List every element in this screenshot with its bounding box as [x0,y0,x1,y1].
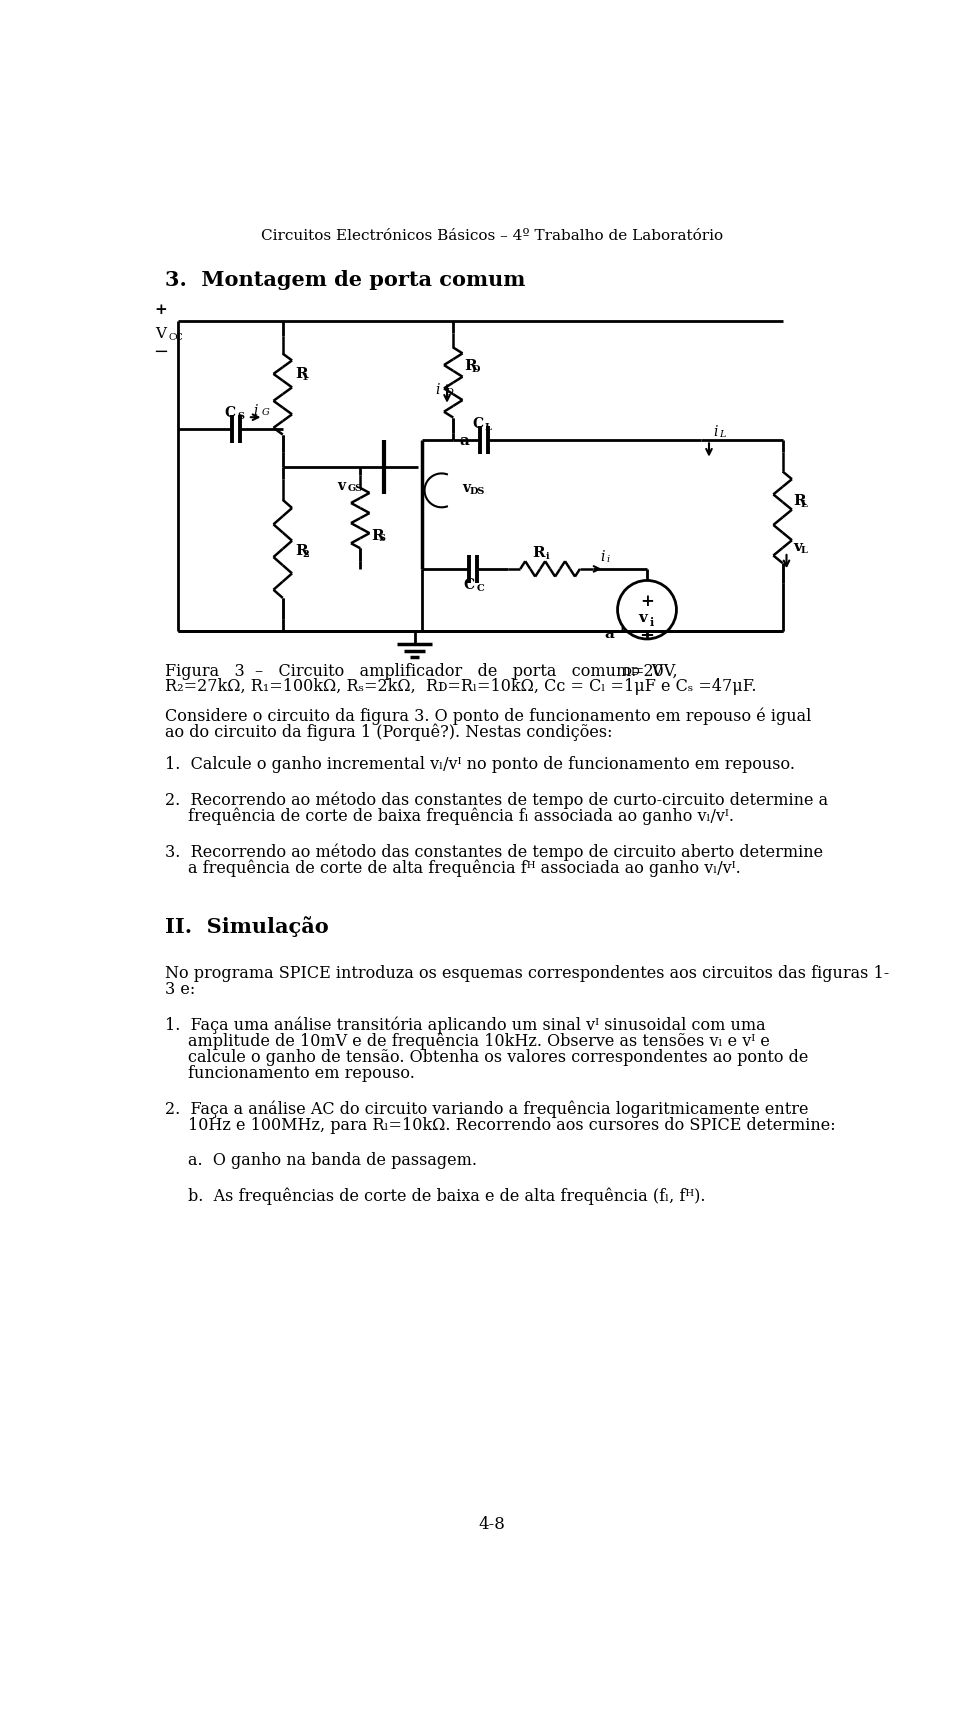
Text: v: v [794,540,803,554]
Text: C: C [225,405,235,419]
Text: Circuitos Electrónicos Básicos – 4º Trabalho de Laboratório: Circuitos Electrónicos Básicos – 4º Trab… [261,228,723,243]
Text: i: i [650,616,655,628]
Text: CC: CC [168,333,182,342]
Text: GS: GS [348,485,363,493]
Text: 2: 2 [302,550,309,559]
Text: 3 e:: 3 e: [165,982,195,997]
Text: D: D [444,388,452,397]
Text: L: L [485,423,492,433]
Text: S: S [237,412,244,421]
Text: a: a [460,435,469,448]
Text: v: v [638,611,648,624]
Text: C: C [476,583,484,592]
Text: frequência de corte de baixa frequência fₗ associada ao ganho vₗ/vᴵ.: frequência de corte de baixa frequência … [188,807,734,825]
Text: v: v [337,480,345,493]
Text: R: R [532,545,545,561]
Text: R: R [794,493,806,509]
Text: Figura   3  –   Circuito   amplificador   de   porta   comum.   V: Figura 3 – Circuito amplificador de port… [165,662,663,680]
Text: R: R [295,545,308,559]
Text: R: R [295,367,308,381]
Text: II.  Simulação: II. Simulação [165,916,328,937]
Text: amplitude de 10mV e de frequência 10kHz. Observe as tensões vₗ e vᴵ e: amplitude de 10mV e de frequência 10kHz.… [188,1033,770,1051]
Text: DS: DS [469,486,485,495]
Text: calcule o ganho de tensão. Obtenha os valores correspondentes ao ponto de: calcule o ganho de tensão. Obtenha os va… [188,1049,808,1066]
Text: R₂=27kΩ, R₁=100kΩ, Rₛ=2kΩ,  Rᴅ=Rₗ=10kΩ, Cᴄ = Cₗ =1μF e Cₛ =47μF.: R₂=27kΩ, R₁=100kΩ, Rₛ=2kΩ, Rᴅ=Rₗ=10kΩ, C… [165,678,756,695]
Text: Considere o circuito da figura 3. O ponto de funcionamento em repouso é igual: Considere o circuito da figura 3. O pont… [165,707,811,724]
Text: +: + [155,304,167,317]
Text: 1: 1 [302,373,309,381]
Text: b.  As frequências de corte de baixa e de alta frequência (fₗ, fᴴ).: b. As frequências de corte de baixa e de… [188,1189,706,1206]
Text: 1.  Calcule o ganho incremental vₗ/vᴵ no ponto de funcionamento em repouso.: 1. Calcule o ganho incremental vₗ/vᴵ no … [165,756,795,773]
Text: funcionamento em repouso.: funcionamento em repouso. [188,1064,415,1082]
Text: i: i [601,550,605,564]
Text: C: C [463,578,474,592]
Text: L: L [719,430,726,440]
Text: −: − [154,343,169,361]
Text: 1.  Faça uma análise transitória aplicando um sinal vᴵ sinusoidal com uma: 1. Faça uma análise transitória aplicand… [165,1016,765,1033]
Text: 10Hz e 100MHz, para Rₗ=10kΩ. Recorrendo aos cursores do SPICE determine:: 10Hz e 100MHz, para Rₗ=10kΩ. Recorrendo … [188,1116,836,1133]
Text: L: L [801,500,807,509]
Text: i: i [436,383,440,397]
Text: 4-8: 4-8 [479,1516,505,1534]
Text: −: − [639,626,655,645]
Text: D: D [471,366,479,374]
Text: R: R [372,530,384,543]
Text: =20V,: =20V, [631,662,679,680]
Text: DD: DD [622,666,640,676]
Text: 3.  Montagem de porta comum: 3. Montagem de porta comum [165,271,525,290]
Text: i: i [545,552,549,561]
Text: a.  O ganho na banda de passagem.: a. O ganho na banda de passagem. [188,1152,477,1170]
Text: +: + [640,593,654,609]
Text: i: i [713,424,717,438]
Text: No programa SPICE introduza os esquemas correspondentes aos circuitos das figura: No programa SPICE introduza os esquemas … [165,964,889,982]
Text: R: R [464,359,477,373]
Text: ao do circuito da figura 1 (Porquê?). Nestas condições:: ao do circuito da figura 1 (Porquê?). Ne… [165,724,612,742]
Text: S: S [378,535,385,543]
Text: i: i [253,404,258,417]
Text: G: G [262,409,270,417]
Text: C: C [472,417,484,431]
Text: L: L [801,545,807,555]
Text: 2.  Faça a análise AC do circuito variando a frequência logaritmicamente entre: 2. Faça a análise AC do circuito variand… [165,1101,808,1118]
Text: i: i [607,555,610,564]
Text: 3.  Recorrendo ao método das constantes de tempo de circuito aberto determine: 3. Recorrendo ao método das constantes d… [165,844,823,861]
Text: a frequência de corte de alta frequência fᴴ associada ao ganho vₗ/vᴵ.: a frequência de corte de alta frequência… [188,859,741,876]
Text: v: v [463,481,470,495]
Text: 2.  Recorrendo ao método das constantes de tempo de curto-circuito determine a: 2. Recorrendo ao método das constantes d… [165,792,828,809]
Text: V: V [156,328,167,342]
Text: a ': a ' [605,626,624,640]
